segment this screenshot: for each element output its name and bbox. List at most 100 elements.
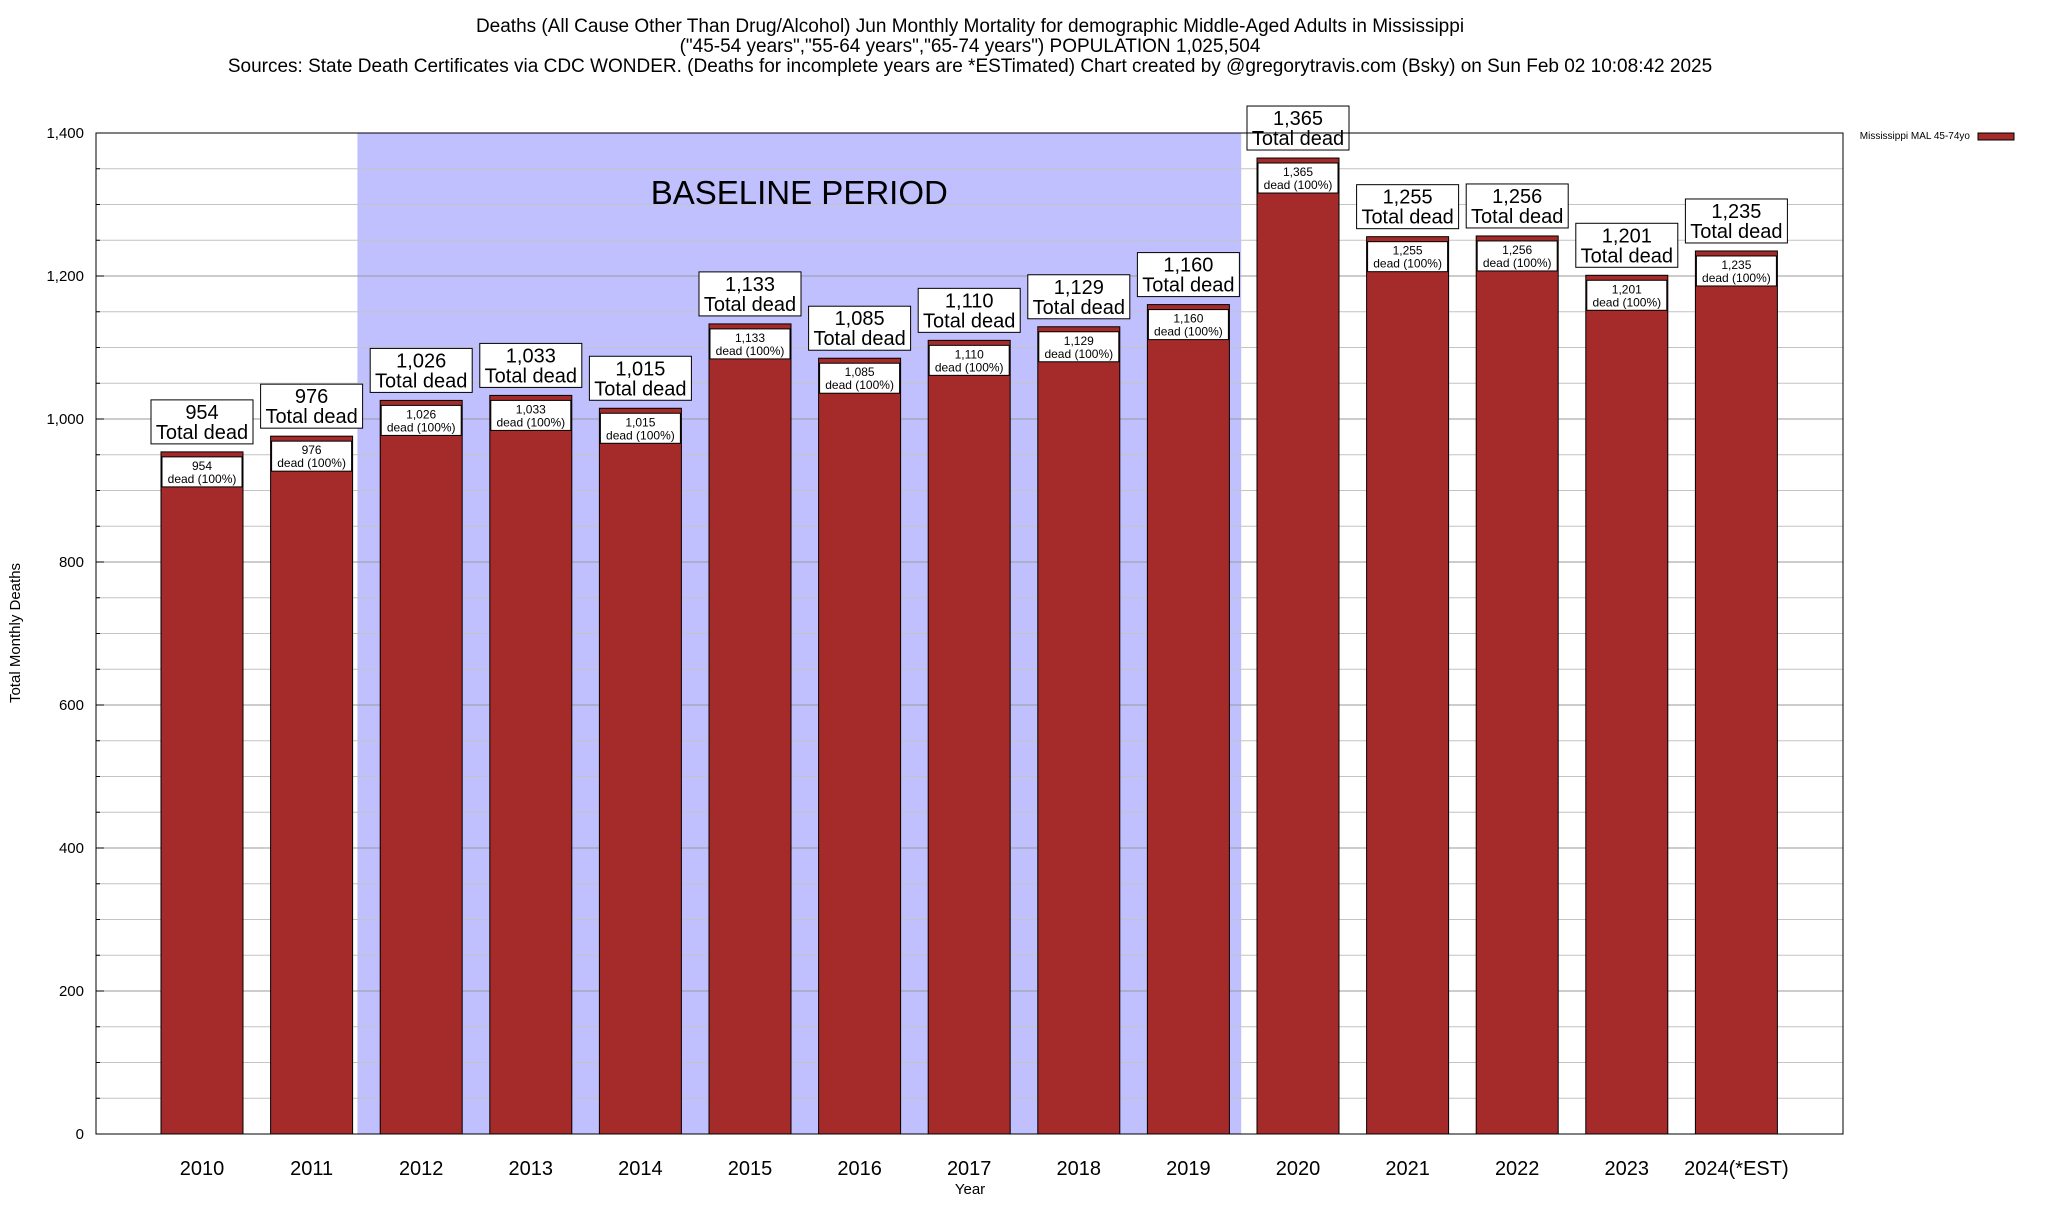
- y-tick-label: 1,000: [46, 411, 84, 428]
- bar-inner-percent-label: dead (100%): [277, 456, 346, 470]
- y-tick-label: 1,200: [46, 268, 84, 285]
- bar-inner-value-label: 1,255: [1393, 244, 1423, 258]
- bar-top-total-label: Total dead: [923, 310, 1015, 332]
- bar: [1366, 236, 1450, 1135]
- y-axis-title: Total Monthly Deaths: [7, 563, 24, 703]
- x-tick-label: 2012: [399, 1158, 444, 1180]
- bar: [1256, 157, 1340, 1135]
- baseline-period-label: BASELINE PERIOD: [651, 174, 948, 211]
- bar-top-total-label: Total dead: [1581, 245, 1673, 267]
- x-tick-label: 2022: [1495, 1158, 1540, 1180]
- bar-top-total-label: Total dead: [813, 328, 905, 350]
- bar-inner-value-label: 1,110: [955, 347, 984, 361]
- y-tick-label: 1,400: [46, 125, 84, 142]
- bar-top-label-box: [1684, 198, 1788, 244]
- bar: [1146, 304, 1230, 1135]
- bar-top-label-box: [1027, 274, 1131, 320]
- y-tick-label: 800: [59, 554, 84, 571]
- bar-inner-percent-label: dead (100%): [1154, 325, 1223, 339]
- bar-top-value-label: 1,256: [1492, 186, 1542, 208]
- bar-top-label-box: [1136, 252, 1240, 298]
- bar-top-value-label: 1,033: [506, 345, 556, 367]
- bar-inner-value-label: 1,129: [1064, 334, 1094, 348]
- chart-title: Deaths (All Cause Other Than Drug/Alcoho…: [476, 16, 1464, 37]
- bar-top-label-box: [808, 305, 912, 351]
- bar-top-label-box: [369, 347, 473, 393]
- bar-top-total-label: Total dead: [1471, 206, 1563, 228]
- bar-top-value-label: 1,160: [1163, 255, 1213, 277]
- bar-inner-label-box: [1038, 331, 1120, 363]
- x-tick-label: 2011: [290, 1158, 333, 1180]
- bar-inner-value-label: 1,365: [1283, 165, 1313, 179]
- bar-top-total-label: Total dead: [265, 406, 357, 428]
- bar: [818, 357, 902, 1135]
- x-tick-label: 2024(*EST): [1684, 1158, 1789, 1180]
- bar-top-label-box: [917, 287, 1021, 333]
- axis-layer: 0 200 400 600 800 1,000 1,200 1,400 2010 2011 2012…: [46, 125, 1788, 1180]
- bar-inner-percent-label: dead (100%): [1373, 257, 1442, 271]
- bar-inner-label-box: [1695, 255, 1777, 287]
- bar-inner-label-box: [819, 362, 901, 394]
- bar-top-total-label: Total dead: [704, 294, 796, 316]
- bar-inner-label-box: [1476, 240, 1558, 272]
- bar-inner-value-label: 1,201: [1612, 282, 1642, 296]
- bar-inner-label-box: [1257, 162, 1339, 194]
- bar-top-label-box: [1246, 105, 1350, 151]
- x-tick-label: 2015: [728, 1158, 773, 1180]
- bar-top-value-label: 1,201: [1602, 225, 1652, 247]
- bar-top-value-label: 1,133: [725, 274, 775, 296]
- bar-inner-percent-label: dead (100%): [387, 420, 456, 434]
- bar-top-total-label: Total dead: [1033, 297, 1125, 319]
- bar-inner-value-label: 1,160: [1173, 312, 1203, 326]
- bar-inner-label-box: [490, 399, 572, 431]
- bar-inner-label-box: [1147, 309, 1229, 341]
- x-tick-label: 2014: [618, 1158, 663, 1180]
- bar-inner-percent-label: dead (100%): [1044, 347, 1113, 361]
- bar: [598, 407, 682, 1135]
- bar-top-label-box: [150, 399, 254, 445]
- bar-top-value-label: 1,026: [396, 350, 446, 372]
- bar-top-value-label: 1,085: [835, 308, 885, 330]
- legend-series-label: Mississippi MAL 45-74yo: [1860, 131, 1971, 142]
- bar-top-label-box: [1356, 184, 1460, 230]
- bar: [927, 339, 1011, 1135]
- bar-top-label-box: [1465, 183, 1569, 229]
- bar-inner-percent-label: dead (100%): [496, 415, 565, 429]
- x-tick-label: 2017: [947, 1158, 992, 1180]
- bar-top-total-label: Total dead: [1361, 207, 1453, 229]
- bar: [379, 399, 463, 1135]
- bar-inner-value-label: 954: [192, 459, 212, 473]
- bar-inner-value-label: 1,026: [406, 407, 436, 421]
- x-tick-label: 2021: [1385, 1158, 1430, 1180]
- bar-inner-label-box: [271, 440, 353, 472]
- bar-inner-percent-label: dead (100%): [168, 472, 237, 486]
- bar-inner-label-box: [380, 404, 462, 436]
- bar: [1037, 326, 1121, 1135]
- bar-top-value-label: 1,129: [1054, 277, 1104, 299]
- bar-top-value-label: 1,365: [1273, 108, 1323, 130]
- bar: [1475, 235, 1559, 1135]
- y-tick-label: 400: [59, 840, 84, 857]
- bar-top-value-label: 1,255: [1383, 187, 1433, 209]
- bar-top-value-label: 954: [185, 402, 218, 424]
- x-tick-label: 2010: [180, 1158, 225, 1180]
- bar-inner-value-label: 1,133: [735, 331, 765, 345]
- bar-inner-value-label: 1,015: [625, 415, 655, 429]
- bar-top-label-box: [698, 271, 802, 317]
- bar-inner-percent-label: dead (100%): [935, 360, 1004, 374]
- bar-inner-value-label: 1,033: [516, 402, 546, 416]
- bar-top-value-label: 1,110: [945, 290, 994, 312]
- bar-inner-value-label: 1,235: [1721, 258, 1751, 272]
- bar-top-total-label: Total dead: [594, 378, 686, 400]
- bar-top-total-label: Total dead: [1142, 275, 1234, 297]
- bar-top-value-label: 976: [295, 386, 328, 408]
- bar-inner-percent-label: dead (100%): [1592, 295, 1661, 309]
- bar: [1585, 274, 1669, 1135]
- bar-top-total-label: Total dead: [485, 365, 577, 387]
- bar-inner-percent-label: dead (100%): [1483, 256, 1552, 270]
- bar-inner-label-box: [928, 344, 1010, 376]
- x-tick-label: 2023: [1605, 1158, 1650, 1180]
- bar-inner-label-box: [1367, 241, 1449, 273]
